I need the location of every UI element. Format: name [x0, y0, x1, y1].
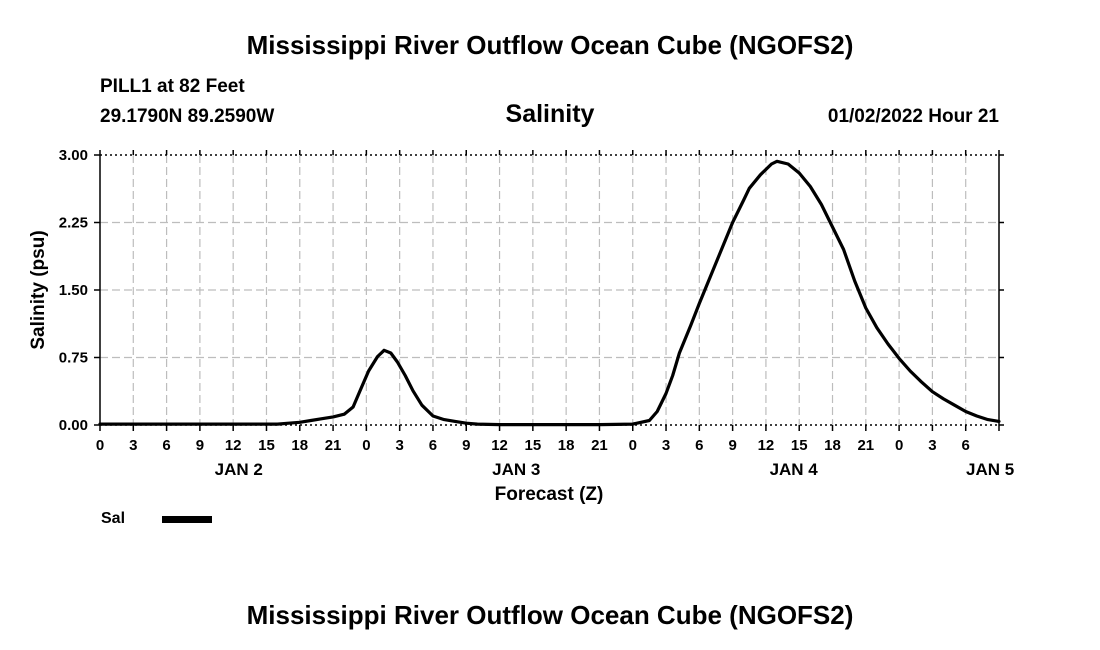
x-tick-label: 6 [429, 437, 437, 454]
axes [94, 150, 1004, 431]
x-tick-label: 15 [258, 437, 275, 454]
x-tick-label: 9 [462, 437, 470, 454]
x-axis-label: Forecast (Z) [495, 484, 604, 505]
x-tick-label: 3 [129, 437, 137, 454]
station-label: PILL1 at 82 Feet [100, 76, 245, 97]
grid [100, 155, 999, 425]
x-tick-label: 0 [362, 437, 370, 454]
date-label: JAN 3 [492, 460, 540, 479]
footer-title: Mississippi River Outflow Ocean Cube (NG… [246, 600, 854, 630]
x-tick-label: 12 [758, 437, 775, 454]
series-line-sal [98, 159, 1001, 427]
tick-labels: 0 3 6 9 12 15 18 21 0 3 6 9 12 15 18 21 0 3 6 9 12 15 18 21 0 3 6 0… [59, 147, 1014, 479]
x-tick-label: 3 [662, 437, 670, 454]
x-tick-label: 21 [857, 437, 874, 454]
station-coordinates: 29.1790N 89.2590W [100, 106, 275, 127]
x-tick-label: 21 [325, 437, 342, 454]
x-tick-label: 9 [728, 437, 736, 454]
y-tick-label: 0.00 [59, 417, 88, 434]
x-tick-label: 3 [395, 437, 403, 454]
x-tick-label: 6 [962, 437, 970, 454]
x-tick-label: 0 [629, 437, 637, 454]
forecast-timestamp: 01/02/2022 Hour 21 [827, 106, 999, 127]
x-tick-label: 18 [824, 437, 841, 454]
main-title: Mississippi River Outflow Ocean Cube (NG… [246, 30, 854, 60]
x-tick-label: 6 [162, 437, 170, 454]
y-tick-label: 2.25 [59, 215, 88, 232]
date-label: JAN 5 [966, 460, 1014, 479]
x-tick-label: 18 [558, 437, 575, 454]
x-tick-label: 12 [225, 437, 242, 454]
date-label: JAN 4 [770, 460, 819, 479]
legend-line-swatch [162, 516, 212, 523]
y-tick-label: 1.50 [59, 282, 88, 299]
date-label: JAN 2 [215, 460, 263, 479]
chart-title: Salinity [505, 100, 595, 128]
y-tick-label: 3.00 [59, 147, 88, 164]
x-tick-label: 15 [525, 437, 542, 454]
x-tick-label: 15 [791, 437, 808, 454]
y-tick-label: 0.75 [59, 350, 88, 367]
x-tick-label: 9 [196, 437, 204, 454]
legend-label: Sal [101, 510, 126, 527]
x-tick-label: 3 [928, 437, 936, 454]
x-tick-label: 12 [491, 437, 508, 454]
x-tick-label: 21 [591, 437, 608, 454]
x-tick-label: 0 [895, 437, 903, 454]
x-tick-label: 0 [96, 437, 104, 454]
x-tick-label: 18 [291, 437, 308, 454]
y-axis-label: Salinity (psu) [28, 230, 49, 349]
x-tick-label: 6 [695, 437, 703, 454]
series [98, 159, 1001, 427]
